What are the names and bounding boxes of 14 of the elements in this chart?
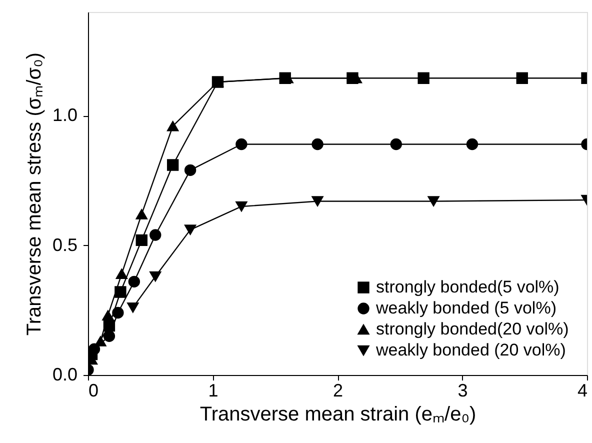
y-tick-label: 0.0 (52, 364, 78, 384)
legend-label: weakly bonded (5 vol%) (375, 298, 556, 318)
x-axis-title: Transverse mean strain (eₘ/e₀) (200, 404, 476, 426)
x-tick-label: 2 (332, 380, 344, 400)
x-tick-label: 3 (458, 380, 468, 400)
legend-label: weakly bonded (20 vol%) (375, 340, 566, 360)
x-tick-label: 1 (208, 380, 218, 400)
y-axis-title: Transverse mean stress (σₘ/σ₀) (23, 52, 46, 336)
x-tick-label: 4 (577, 380, 588, 400)
y-tick-label: 1.0 (52, 105, 78, 126)
legend-label: strongly bonded(20 vol%) (376, 320, 569, 338)
x-tick-label: 0 (88, 380, 99, 400)
legend-label: strongly bonded(5 vol%) (376, 278, 560, 296)
y-tick-label: 0.5 (52, 234, 78, 255)
